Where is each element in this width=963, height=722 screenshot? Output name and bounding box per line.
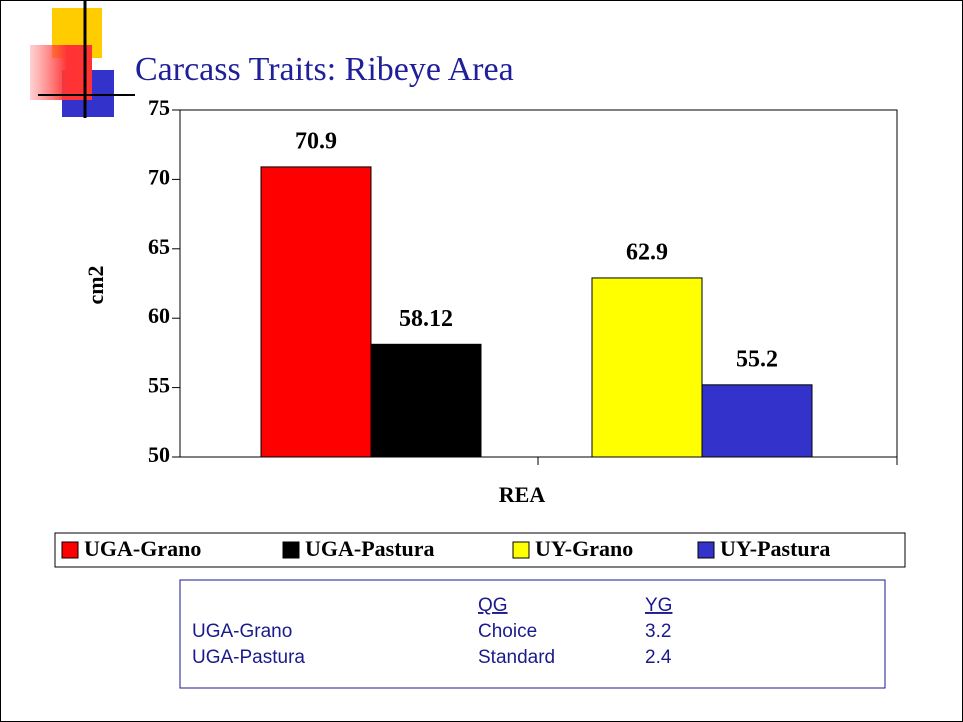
legend <box>54 532 906 568</box>
bar <box>370 343 482 458</box>
data-label: 55.2 <box>736 346 778 372</box>
table-cell: Standard <box>478 647 555 668</box>
info-table <box>179 579 886 689</box>
table-cell: 3.2 <box>645 621 671 642</box>
y-axis-label: cm2 <box>83 265 108 304</box>
legend-swatch <box>61 541 79 559</box>
legend-label: UGA-Pastura <box>305 536 435 561</box>
bar <box>260 166 372 458</box>
legend-label: UGA-Grano <box>84 536 201 561</box>
legend-label: UY-Grano <box>535 536 633 561</box>
legend-swatch <box>512 541 530 559</box>
legend-swatch <box>282 541 300 559</box>
bar <box>701 384 813 458</box>
deco-red <box>30 45 92 100</box>
table-cell: UGA-Pastura <box>192 647 305 668</box>
data-label: 70.9 <box>295 128 337 154</box>
y-tick-label: 55 <box>148 373 170 398</box>
chart-title: Carcass Traits: Ribeye Area <box>135 51 514 88</box>
legend-swatch <box>697 541 715 559</box>
data-label: 58.12 <box>399 306 453 332</box>
data-label: 62.9 <box>626 239 668 265</box>
bar <box>591 277 703 458</box>
table-cell: Choice <box>478 621 537 642</box>
table-cell: 2.4 <box>645 647 672 668</box>
y-tick-label: 60 <box>148 303 170 328</box>
y-tick-label: 75 <box>148 95 170 120</box>
y-tick-label: 50 <box>148 442 170 467</box>
table-header: YG <box>645 595 672 616</box>
table-header: QG <box>478 595 508 616</box>
x-tick-label: REA <box>499 482 546 507</box>
legend-label: UY-Pastura <box>720 536 830 561</box>
table-cell: UGA-Grano <box>192 621 292 642</box>
y-tick-label: 65 <box>148 234 170 259</box>
y-tick-label: 70 <box>148 164 170 189</box>
